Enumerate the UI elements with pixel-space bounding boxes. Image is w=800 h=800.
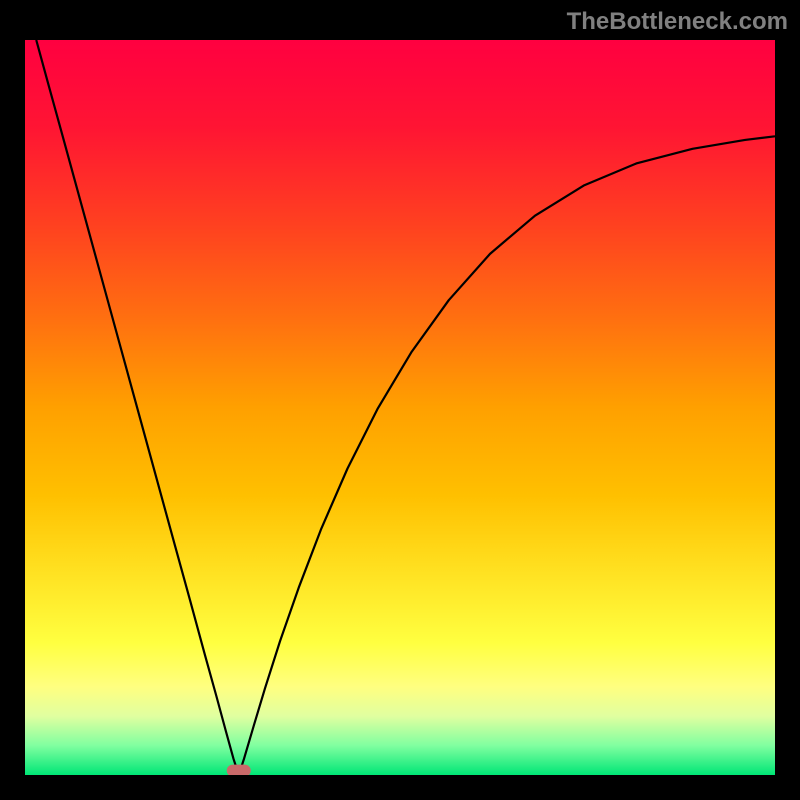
watermark-label: TheBottleneck.com	[567, 8, 788, 36]
chart-svg	[25, 40, 775, 775]
plot-area	[25, 40, 775, 775]
chart-container: TheBottleneck.com	[0, 0, 800, 800]
minimum-marker	[227, 765, 251, 775]
